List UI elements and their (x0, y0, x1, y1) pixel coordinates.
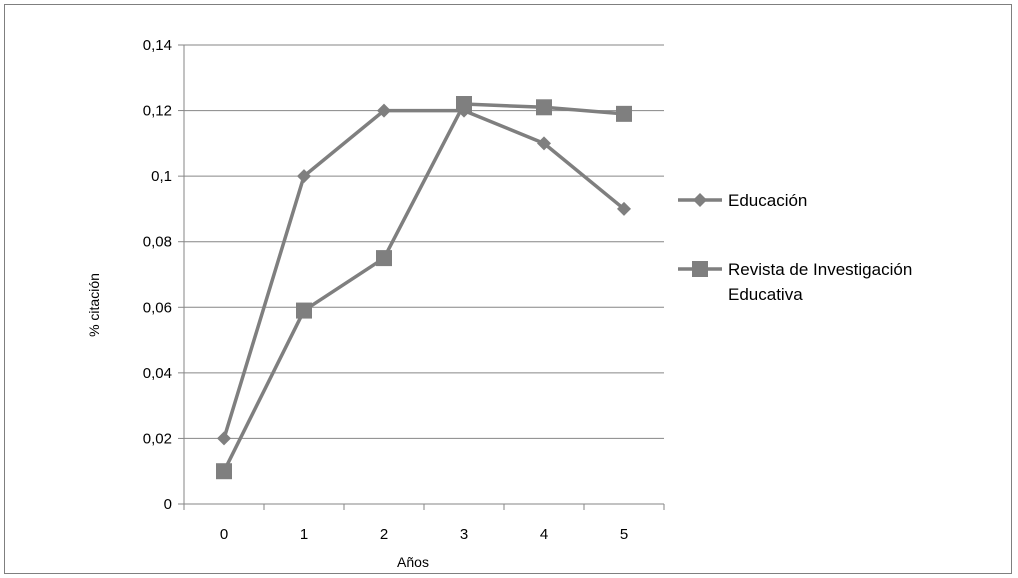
gridlines (184, 44, 664, 439)
y-axis-title: % citación (86, 273, 102, 337)
y-tick-label: 0,06 (143, 299, 172, 316)
x-tick-label: 1 (300, 526, 308, 543)
data-point (616, 105, 632, 122)
legend-label: Revista de Investigación Educativa (728, 260, 912, 304)
data-point (297, 169, 311, 184)
legend: Educación Revista de Investigación Educati… (678, 191, 912, 304)
y-tick-label: 0 (164, 496, 172, 513)
data-point (376, 250, 392, 267)
legend-swatch-marker (693, 193, 707, 207)
data-point (377, 103, 391, 118)
data-point (536, 99, 552, 116)
data-point (456, 96, 472, 113)
legend-item: Revista de Investigación Educativa (678, 260, 912, 304)
y-tick-labels: 0 0,02 0,04 0,06 0,08 0,1 0,12 0,14 (143, 37, 172, 513)
legend-swatch-marker (692, 261, 708, 277)
x-tick-label: 5 (620, 526, 628, 543)
series-line (222, 108, 626, 439)
y-tick-label: 0,04 (143, 365, 172, 382)
data-point (217, 431, 231, 446)
y-tick-label: 0,1 (151, 168, 172, 185)
x-tick-label: 4 (540, 526, 548, 543)
axes (178, 44, 665, 510)
y-tick-label: 0,08 (143, 234, 172, 251)
data-point (537, 136, 551, 151)
data-point (617, 201, 631, 216)
x-axis-title: Años (397, 554, 429, 570)
x-tick-label: 3 (460, 526, 468, 543)
x-tick-labels: 0 1 2 3 4 5 (220, 526, 628, 543)
legend-item: Educación (678, 191, 807, 210)
series-layer (216, 96, 632, 480)
y-tick-label: 0,12 (143, 103, 172, 120)
series-2 (216, 96, 632, 480)
x-tick-label: 0 (220, 526, 228, 543)
series-line (222, 102, 625, 472)
x-tick-label: 2 (380, 526, 388, 543)
data-point (216, 463, 232, 480)
y-tick-label: 0,14 (143, 37, 172, 54)
series-1 (217, 103, 631, 446)
data-point (296, 302, 312, 319)
legend-label: Educación (728, 191, 807, 210)
y-tick-label: 0,02 (143, 430, 172, 447)
chart-frame (4, 4, 1012, 574)
